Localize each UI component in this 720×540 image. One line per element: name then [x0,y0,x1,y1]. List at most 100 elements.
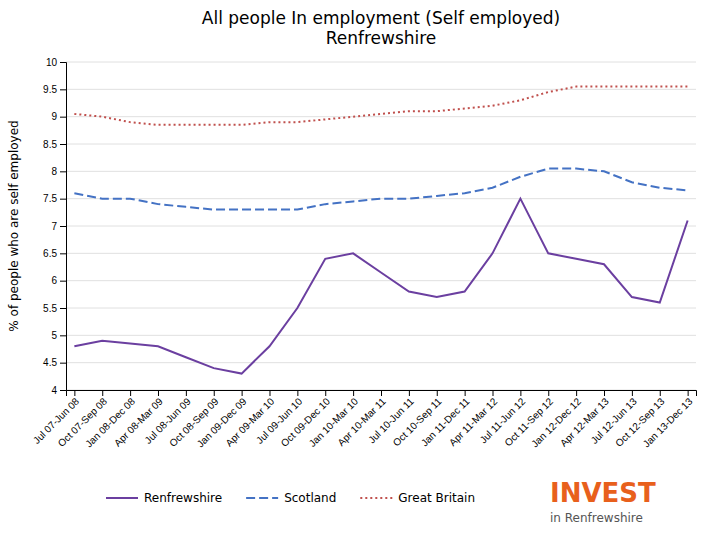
tick-mark [688,390,689,396]
grid-line [66,253,696,254]
grid-line [66,144,696,145]
legend-label: Scotland [284,491,336,505]
tick: Apr 09-Mar 10 [223,390,276,449]
tick-label: 8.5 [43,139,57,150]
tick-mark [437,390,438,396]
tick-label: Apr 11-Mar 12 [447,395,500,448]
tick-label: 6 [51,275,57,286]
tick-mark [60,171,66,172]
tick-mark [60,253,66,254]
tick: 9 [51,111,66,122]
tick: 4.5 [43,357,66,368]
tick-mark [60,363,66,364]
tick-mark [604,390,605,396]
tick-mark [60,281,66,282]
grid-line [66,308,696,309]
tick: Oct 09-Dec 10 [279,390,333,449]
tick: Oct 08-Sep 09 [167,390,221,449]
tick-label: Apr 08-Mar 09 [112,395,165,448]
tick-mark [60,117,66,118]
tick-mark [186,390,187,396]
grid-line [66,116,696,117]
tick-mark [60,308,66,309]
tick-mark [60,199,66,200]
tick: 6 [51,275,66,286]
y-axis: 44.555.566.577.588.599.510 [43,57,66,396]
tick-label: Jan 13-Dec 13 [641,395,695,449]
tick-mark [325,390,326,396]
tick-mark [548,390,549,396]
tick-mark [493,390,494,396]
tick: Oct 07-Sep 08 [56,390,110,449]
tick-mark [242,390,243,396]
chart: 44.555.566.577.588.599.510Jul 07-Jun 08O… [0,0,720,540]
tick-mark [520,390,521,396]
title: All people In employment (Self employed)… [202,8,560,48]
tick: 5.5 [43,303,66,314]
tick-label: 5 [51,330,57,341]
tick: Jan 12-Dec 12 [529,390,583,449]
tick-mark [660,390,661,396]
tick: 5 [51,330,66,341]
tick-mark [297,390,298,396]
tick-mark [102,390,103,396]
tick: Apr 08-Mar 09 [112,390,165,449]
legend-swatch [106,497,138,499]
tick: Jan 09-Dec 09 [195,390,249,449]
axis-line [60,63,67,391]
legend-item: Great Britain [360,491,475,505]
tick-mark [60,89,66,90]
tick-label: 5.5 [43,303,57,314]
tick-label: 10 [46,57,58,68]
tick-mark [576,390,577,396]
tick: Apr 10-Mar 11 [335,390,388,448]
series-line [74,87,687,125]
tick-mark [130,390,131,396]
tick: 8 [51,166,66,177]
grid-line [66,280,696,281]
legend-label: Great Britain [398,491,475,505]
legend-swatch [246,497,278,499]
tick: 7 [51,221,66,232]
plot: 44.555.566.577.588.599.510Jul 07-Jun 08O… [31,57,697,450]
tick-label: 7 [51,221,57,232]
grid-line [66,198,696,199]
tick: 4 [51,385,66,396]
legend-swatch [360,497,392,499]
tick: 8.5 [43,139,66,150]
lines [74,87,687,374]
grid-line [66,62,696,63]
series-line [74,199,687,374]
tick: Oct 12-Sep 13 [613,390,667,449]
tick-mark [60,226,66,227]
tick-label: 7.5 [43,193,57,204]
legend-item: Scotland [246,491,336,505]
legend-item: Renfrewshire [106,491,222,505]
tick-label: 4 [51,385,57,396]
tick: 10 [46,57,66,68]
grid-line [66,335,696,336]
tick-label: 9 [51,111,57,122]
tick-label: Apr 09-Mar 10 [223,395,276,448]
tick-mark [158,390,159,396]
tick-mark [269,390,270,396]
tick-mark [60,390,66,391]
tick-mark [465,390,466,396]
tick: Jan 08-Dec 08 [83,390,137,449]
y-axis-title: % of people who are self employed [7,120,21,331]
tick-label: 6.5 [43,248,57,259]
tick: 7.5 [43,193,66,204]
legend-label: Renfrewshire [144,491,222,505]
grid-line [66,362,696,363]
tick: Apr 12-Mar 13 [558,390,611,449]
tick: Jan 11-Dec 11 [419,390,472,448]
tick-mark [632,390,633,396]
x-axis: Jul 07-Jun 08Oct 07-Sep 08Jan 08-Dec 08A… [31,390,697,449]
tick-mark [409,390,410,396]
tick: Oct 10-Sep 11 [391,390,444,449]
tick-mark [74,390,75,396]
tick-mark [214,390,215,396]
tick-mark [60,62,66,63]
annotation: INVEST [550,478,656,508]
tick-label: 4.5 [43,357,57,368]
